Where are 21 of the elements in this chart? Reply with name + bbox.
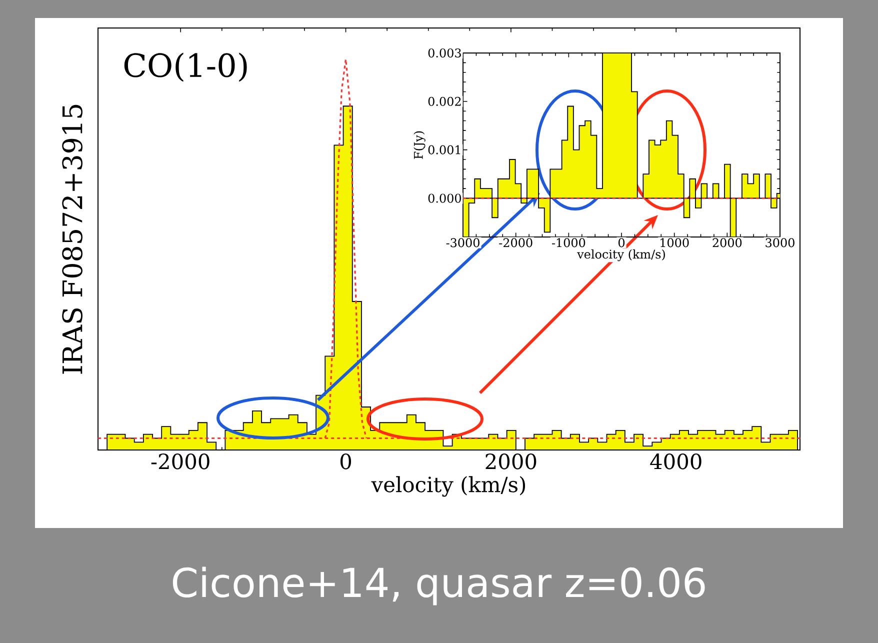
y-tick-label: 0.003 xyxy=(428,48,461,58)
y-tick-label: 0.002 xyxy=(428,96,461,106)
x-tick-label: 4000 xyxy=(650,454,702,470)
y-axis-title: IRAS F08572+3915 xyxy=(62,104,82,374)
x-axis-title: velocity (km/s) xyxy=(577,249,665,262)
x-tick-label: 1000 xyxy=(660,238,689,248)
x-tick-label: 3000 xyxy=(766,238,794,248)
x-tick-label: 0 xyxy=(618,238,625,248)
y-tick-label: 0.001 xyxy=(428,145,460,154)
x-tick-label: -3000 xyxy=(446,238,480,248)
annotation: CO(1-0) xyxy=(124,52,247,82)
y-tick-label: 0.000 xyxy=(428,194,462,203)
x-tick-label: 0 xyxy=(340,454,352,470)
x-axis-title: velocity (km/s) xyxy=(371,476,526,497)
x-tick-label: -2000 xyxy=(499,238,532,248)
x-tick-label: -2000 xyxy=(151,454,210,470)
x-tick-label: 2000 xyxy=(712,238,742,248)
y-axis-title: F(Jy) xyxy=(414,131,426,159)
x-tick-label: 2000 xyxy=(486,454,536,470)
x-tick-label: -1000 xyxy=(552,238,586,248)
text: Cicone+14, quasar z=0.06 xyxy=(172,566,705,606)
